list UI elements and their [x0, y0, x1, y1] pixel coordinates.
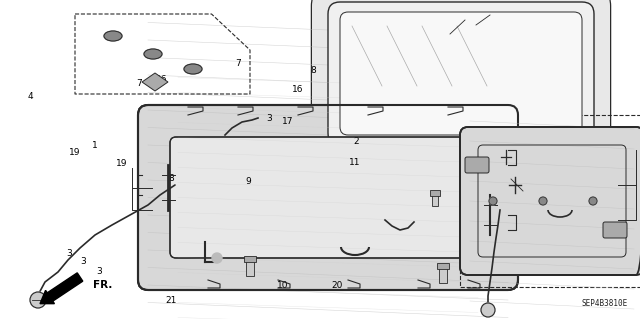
Text: 8: 8	[311, 66, 316, 75]
Text: 9: 9	[246, 177, 251, 186]
Text: 19: 19	[116, 159, 128, 167]
Text: 13: 13	[513, 80, 524, 89]
Text: 10: 10	[277, 281, 289, 290]
Text: 4: 4	[28, 92, 33, 101]
Text: 11: 11	[349, 158, 361, 167]
Circle shape	[489, 197, 497, 205]
Text: 1: 1	[92, 141, 97, 150]
Ellipse shape	[184, 64, 202, 74]
Text: 8: 8	[169, 174, 174, 182]
Text: 3: 3	[97, 267, 102, 276]
Text: 20: 20	[332, 281, 343, 290]
FancyBboxPatch shape	[603, 222, 627, 238]
Bar	[246, 260, 254, 276]
Text: 14: 14	[500, 179, 511, 188]
Text: 3: 3	[81, 257, 86, 266]
Polygon shape	[142, 73, 168, 91]
Ellipse shape	[104, 31, 122, 41]
Bar	[244, 256, 256, 262]
Bar	[432, 194, 438, 206]
Text: 12: 12	[638, 144, 640, 152]
Text: 20: 20	[515, 27, 525, 36]
Text: 16: 16	[292, 85, 303, 94]
Text: 6: 6	[353, 25, 358, 34]
Text: 2: 2	[354, 137, 359, 146]
Text: 16: 16	[156, 75, 168, 84]
Circle shape	[481, 303, 495, 317]
Bar	[439, 267, 447, 283]
Text: 18: 18	[481, 118, 492, 127]
Text: 21: 21	[166, 296, 177, 305]
FancyBboxPatch shape	[460, 127, 640, 275]
Text: 5: 5	[356, 122, 362, 131]
Circle shape	[212, 253, 222, 263]
Text: SEP4B3810E: SEP4B3810E	[582, 299, 628, 308]
FancyBboxPatch shape	[465, 157, 489, 173]
Text: FR.: FR.	[93, 280, 113, 290]
Bar	[430, 190, 440, 196]
Bar	[460, 115, 640, 287]
FancyBboxPatch shape	[138, 105, 518, 290]
FancyBboxPatch shape	[328, 2, 594, 145]
Ellipse shape	[144, 49, 162, 59]
Circle shape	[30, 292, 46, 308]
Text: 13: 13	[468, 142, 479, 151]
Text: 3: 3	[67, 249, 72, 258]
FancyBboxPatch shape	[312, 0, 610, 159]
Text: 3: 3	[266, 114, 271, 122]
FancyArrow shape	[40, 273, 83, 304]
Circle shape	[589, 197, 597, 205]
Text: 7: 7	[236, 59, 241, 68]
FancyBboxPatch shape	[170, 137, 486, 258]
Text: 12: 12	[565, 187, 577, 196]
Text: 19: 19	[69, 148, 81, 157]
Bar	[437, 263, 449, 269]
Text: 10: 10	[436, 35, 448, 44]
Text: 17: 17	[282, 117, 294, 126]
Text: 7: 7	[137, 79, 142, 88]
FancyBboxPatch shape	[312, 0, 610, 159]
Circle shape	[539, 197, 547, 205]
FancyBboxPatch shape	[340, 12, 582, 135]
